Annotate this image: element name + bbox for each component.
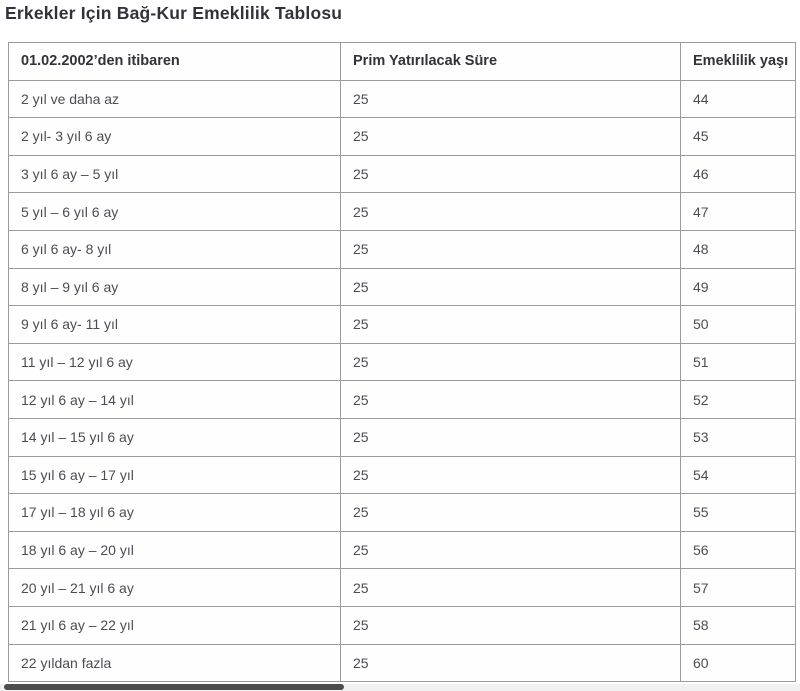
period-cell: 5 yıl – 6 yıl 6 ay [8, 192, 341, 231]
header-row: 01.02.2002’den itibaren Prim Yatırılacak… [8, 42, 796, 81]
table-row: 18 yıl 6 ay – 20 yıl 25 56 [8, 530, 796, 570]
retirement-age-cell: 60 [680, 643, 796, 683]
retirement-age-cell: 50 [680, 305, 796, 344]
premium-duration-cell: 25 [340, 267, 681, 307]
premium-duration-cell: 25 [340, 154, 681, 194]
period-cell: 2 yıl ve daha az [8, 79, 341, 119]
premium-duration-cell: 25 [340, 192, 681, 231]
period-cell: 2 yıl- 3 yıl 6 ay [8, 117, 341, 156]
premium-duration-cell: 25 [340, 342, 681, 382]
table-row: 21 yıl 6 ay – 22 yıl 25 58 [8, 605, 796, 645]
premium-duration-cell: 25 [340, 493, 681, 532]
table-row: 2 yıl- 3 yıl 6 ay 25 45 [8, 117, 796, 156]
premium-duration-cell: 25 [340, 229, 681, 269]
premium-duration-cell: 25 [340, 417, 681, 457]
retirement-age-cell: 51 [680, 342, 796, 382]
period-cell: 12 yıl 6 ay – 14 yıl [8, 380, 341, 419]
period-cell: 9 yıl 6 ay- 11 yıl [8, 305, 341, 344]
retirement-age-cell: 54 [680, 455, 796, 495]
table-row: 14 yıl – 15 yıl 6 ay 25 53 [8, 417, 796, 457]
premium-duration-cell: 25 [340, 305, 681, 344]
table-row: 11 yıl – 12 yıl 6 ay 25 51 [8, 342, 796, 382]
period-cell: 20 yıl – 21 yıl 6 ay [8, 568, 341, 607]
period-cell: 11 yıl – 12 yıl 6 ay [8, 342, 341, 382]
table-body: 2 yıl ve daha az 25 44 2 yıl- 3 yıl 6 ay 25 4… [8, 79, 796, 683]
period-cell: 21 yıl 6 ay – 22 yıl [8, 605, 341, 645]
premium-duration-cell: 25 [340, 568, 681, 607]
table-row: 9 yıl 6 ay- 11 yıl 25 50 [8, 305, 796, 344]
period-cell: 18 yıl 6 ay – 20 yıl [8, 530, 341, 570]
premium-duration-cell: 25 [340, 79, 681, 119]
retirement-age-cell: 55 [680, 493, 796, 532]
period-cell: 22 yıldan fazla [8, 643, 341, 683]
period-cell: 17 yıl – 18 yıl 6 ay [8, 493, 341, 532]
table-row: 2 yıl ve daha az 25 44 [8, 79, 796, 119]
retirement-age-cell: 52 [680, 380, 796, 419]
premium-duration-cell: 25 [340, 117, 681, 156]
table-row: 8 yıl – 9 yıl 6 ay 25 49 [8, 267, 796, 307]
table-row: 12 yıl 6 ay – 14 yıl 25 52 [8, 380, 796, 419]
header-period: 01.02.2002’den itibaren [8, 42, 341, 81]
table-row: 22 yıldan fazla 25 60 [8, 643, 796, 683]
retirement-age-cell: 48 [680, 229, 796, 269]
period-cell: 3 yıl 6 ay – 5 yıl [8, 154, 341, 194]
retirement-age-cell: 57 [680, 568, 796, 607]
retirement-age-cell: 53 [680, 417, 796, 457]
table-row: 17 yıl – 18 yıl 6 ay 25 55 [8, 493, 796, 532]
retirement-age-cell: 46 [680, 154, 796, 194]
period-cell: 8 yıl – 9 yıl 6 ay [8, 267, 341, 307]
table-row: 5 yıl – 6 yıl 6 ay 25 47 [8, 192, 796, 231]
table-row: 15 yıl 6 ay – 17 yıl 25 54 [8, 455, 796, 495]
premium-duration-cell: 25 [340, 380, 681, 419]
page-title: Erkekler Için Bağ-Kur Emeklilik Tablosu [5, 3, 343, 23]
table-row: 6 yıl 6 ay- 8 yıl 25 48 [8, 229, 796, 269]
header-retirement-age: Emeklilik yaşı [680, 42, 796, 81]
retirement-age-cell: 45 [680, 117, 796, 156]
retirement-age-cell: 49 [680, 267, 796, 307]
retirement-age-cell: 58 [680, 605, 796, 645]
horizontal-scrollbar-thumb[interactable] [4, 684, 344, 690]
period-cell: 15 yıl 6 ay – 17 yıl [8, 455, 341, 495]
retirement-age-cell: 56 [680, 530, 796, 570]
table-row: 20 yıl – 21 yıl 6 ay 25 57 [8, 568, 796, 607]
retirement-age-cell: 44 [680, 79, 796, 119]
premium-duration-cell: 25 [340, 605, 681, 645]
horizontal-scrollbar-track[interactable] [0, 684, 800, 691]
period-cell: 14 yıl – 15 yıl 6 ay [8, 417, 341, 457]
premium-duration-cell: 25 [340, 455, 681, 495]
premium-duration-cell: 25 [340, 530, 681, 570]
period-cell: 6 yıl 6 ay- 8 yıl [8, 229, 341, 269]
premium-duration-cell: 25 [340, 643, 681, 683]
table-row: 3 yıl 6 ay – 5 yıl 25 46 [8, 154, 796, 194]
retirement-table: 01.02.2002’den itibaren Prim Yatırılacak… [8, 42, 796, 683]
header-premium-duration: Prim Yatırılacak Süre [340, 42, 681, 81]
retirement-age-cell: 47 [680, 192, 796, 231]
